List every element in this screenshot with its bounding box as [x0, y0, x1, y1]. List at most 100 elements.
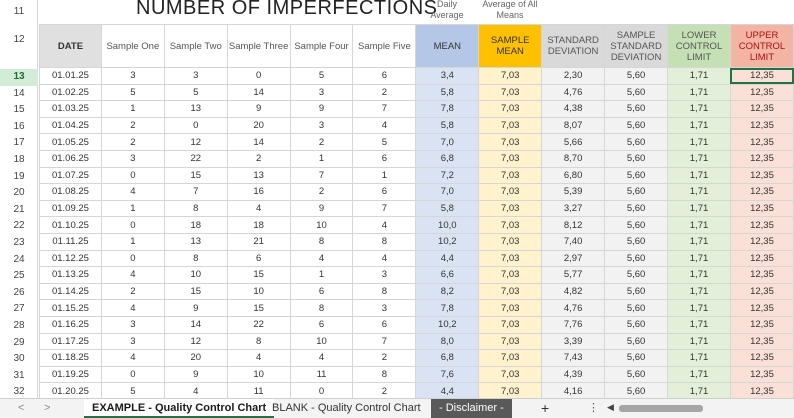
row-number[interactable]: 28: [13, 320, 25, 331]
mean-cell[interactable]: 7,8: [415, 100, 480, 118]
date-cell[interactable]: 01.20.25: [39, 382, 102, 400]
ucl-cell[interactable]: 12,35: [729, 116, 794, 135]
sample-three-cell[interactable]: 2: [226, 149, 291, 168]
sample-five-cell[interactable]: 2: [352, 349, 417, 367]
sample-std-dev-cell[interactable]: 5,60: [604, 116, 669, 135]
sample-five-cell[interactable]: 8: [352, 365, 417, 384]
row-number[interactable]: 25: [13, 270, 25, 282]
sample-three-cell[interactable]: 15: [226, 266, 291, 284]
sample-std-dev-cell[interactable]: 5,60: [604, 382, 669, 400]
sample-one-cell[interactable]: 0: [100, 249, 165, 268]
sample-five-cell[interactable]: 2: [352, 382, 417, 400]
sample-one-cell[interactable]: 4: [100, 299, 165, 317]
sample-five-cell[interactable]: 6: [352, 149, 417, 168]
row-number[interactable]: 19: [13, 170, 25, 182]
sample-std-dev-cell[interactable]: 5,60: [604, 199, 669, 218]
lcl-cell[interactable]: 1,71: [667, 83, 731, 102]
mean-cell[interactable]: 10,2: [415, 315, 480, 334]
mean-cell[interactable]: 4,4: [415, 382, 480, 400]
lcl-cell[interactable]: 1,71: [667, 149, 731, 168]
sample-std-dev-cell[interactable]: 5,60: [604, 216, 669, 234]
row-number[interactable]: 14: [13, 87, 25, 99]
sample-two-cell[interactable]: 3: [163, 67, 228, 85]
sample-std-dev-cell[interactable]: 5,60: [604, 299, 669, 317]
sample-four-cell[interactable]: 4: [289, 249, 354, 268]
std-dev-cell[interactable]: 7,40: [541, 232, 606, 251]
header-lower-control-limit[interactable]: LOWER CONTROL LIMIT: [667, 24, 731, 68]
scroll-left-icon[interactable]: ◀: [607, 402, 614, 412]
sample-two-cell[interactable]: 13: [163, 100, 228, 118]
sample-two-cell[interactable]: 12: [163, 332, 228, 351]
sample-two-cell[interactable]: 12: [163, 133, 228, 151]
date-cell[interactable]: 01.14.25: [39, 282, 102, 301]
header-sample-standard-deviation[interactable]: SAMPLE STANDARD DEVIATION: [604, 24, 669, 68]
sample-three-cell[interactable]: 10: [226, 282, 291, 301]
row-number[interactable]: 13: [0, 69, 38, 86]
sample-four-cell[interactable]: 2: [289, 133, 354, 151]
sample-std-dev-cell[interactable]: 5,60: [604, 133, 669, 151]
date-cell[interactable]: 01.06.25: [39, 149, 102, 168]
header-date[interactable]: DATE: [39, 24, 102, 68]
sample-five-cell[interactable]: 3: [352, 266, 417, 284]
date-cell[interactable]: 01.17.25: [39, 332, 102, 351]
sample-mean-cell[interactable]: 7,03: [478, 365, 543, 384]
header-sample-five[interactable]: Sample Five: [352, 24, 417, 68]
lcl-cell[interactable]: 1,71: [667, 183, 731, 201]
header-standard-deviation[interactable]: STANDARD DEVIATION: [541, 24, 606, 68]
mean-cell[interactable]: 7,0: [415, 183, 480, 201]
sample-five-cell[interactable]: 1: [352, 166, 417, 185]
sample-three-cell[interactable]: 11: [226, 382, 291, 400]
sample-std-dev-cell[interactable]: 5,60: [604, 67, 669, 85]
sample-four-cell[interactable]: 9: [289, 199, 354, 218]
std-dev-cell[interactable]: 4,82: [541, 282, 606, 301]
lcl-cell[interactable]: 1,71: [667, 133, 731, 151]
ucl-cell[interactable]: 12,35: [729, 83, 794, 102]
sample-std-dev-cell[interactable]: 5,60: [604, 315, 669, 334]
sample-mean-cell[interactable]: 7,03: [478, 67, 543, 85]
date-cell[interactable]: 01.09.25: [39, 199, 102, 218]
sample-five-cell[interactable]: 7: [352, 199, 417, 218]
mean-cell[interactable]: 6,8: [415, 349, 480, 367]
sample-one-cell[interactable]: 0: [100, 365, 165, 384]
sample-mean-cell[interactable]: 7,03: [478, 232, 543, 251]
std-dev-cell[interactable]: 8,70: [541, 149, 606, 168]
lcl-cell[interactable]: 1,71: [667, 266, 731, 284]
std-dev-cell[interactable]: 7,76: [541, 315, 606, 334]
row-number[interactable]: 17: [13, 137, 25, 149]
sample-one-cell[interactable]: 2: [100, 116, 165, 135]
sample-four-cell[interactable]: 5: [289, 67, 354, 85]
row-number[interactable]: 12: [13, 34, 25, 45]
date-cell[interactable]: 01.15.25: [39, 299, 102, 317]
horizontal-scrollbar[interactable]: ◀: [605, 402, 794, 413]
date-cell[interactable]: 01.11.25: [39, 232, 102, 251]
sample-one-cell[interactable]: 1: [100, 199, 165, 218]
mean-cell[interactable]: 5,8: [415, 116, 480, 135]
sample-mean-cell[interactable]: 7,03: [478, 83, 543, 102]
sample-four-cell[interactable]: 6: [289, 282, 354, 301]
ucl-cell[interactable]: 12,35: [729, 67, 794, 85]
lcl-cell[interactable]: 1,71: [667, 365, 731, 384]
sample-mean-cell[interactable]: 7,03: [478, 349, 543, 367]
lcl-cell[interactable]: 1,71: [667, 349, 731, 367]
sample-four-cell[interactable]: 0: [289, 382, 354, 400]
sample-five-cell[interactable]: 6: [352, 67, 417, 85]
date-cell[interactable]: 01.16.25: [39, 315, 102, 334]
std-dev-cell[interactable]: 2,30: [541, 67, 606, 85]
mean-cell[interactable]: 10,2: [415, 232, 480, 251]
date-cell[interactable]: 01.18.25: [39, 349, 102, 367]
mean-cell[interactable]: 7,6: [415, 365, 480, 384]
row-number[interactable]: 22: [13, 220, 25, 232]
std-dev-cell[interactable]: 8,07: [541, 116, 606, 135]
sample-five-cell[interactable]: 2: [352, 83, 417, 102]
sample-mean-cell[interactable]: 7,03: [478, 332, 543, 351]
sample-five-cell[interactable]: 8: [352, 282, 417, 301]
sample-two-cell[interactable]: 9: [163, 365, 228, 384]
mean-cell[interactable]: 8,0: [415, 332, 480, 351]
sample-one-cell[interactable]: 5: [100, 83, 165, 102]
sample-two-cell[interactable]: 14: [163, 315, 228, 334]
date-cell[interactable]: 01.10.25: [39, 216, 102, 234]
ucl-cell[interactable]: 12,35: [729, 249, 794, 268]
sample-three-cell[interactable]: 0: [226, 67, 291, 85]
sample-five-cell[interactable]: 8: [352, 232, 417, 251]
sample-four-cell[interactable]: 3: [289, 83, 354, 102]
